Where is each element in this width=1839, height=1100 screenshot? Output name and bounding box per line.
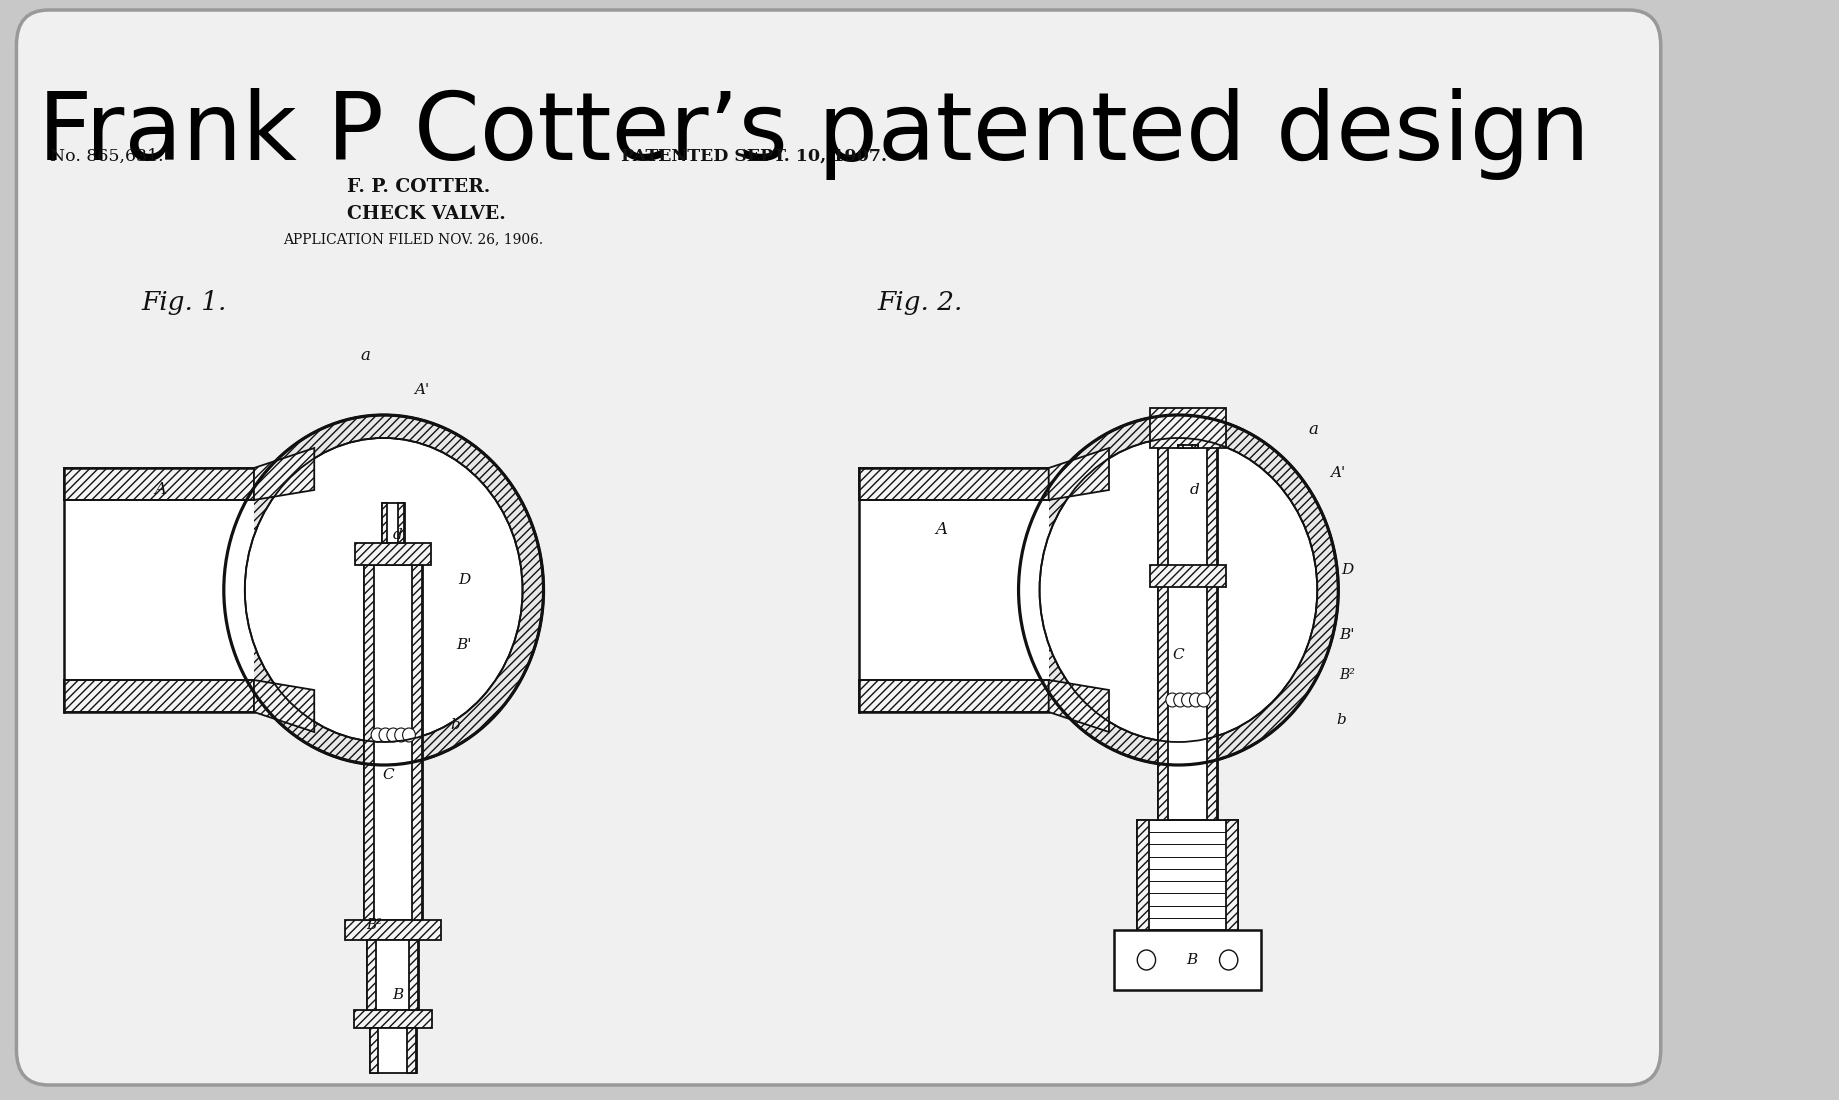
- Circle shape: [1166, 693, 1179, 707]
- Text: No. 865,631.: No. 865,631.: [50, 148, 164, 165]
- Bar: [368, 940, 377, 1010]
- Bar: [1177, 446, 1182, 448]
- Circle shape: [1173, 693, 1186, 707]
- Bar: [859, 468, 1048, 500]
- Bar: [1192, 446, 1197, 448]
- Circle shape: [1197, 693, 1210, 707]
- Polygon shape: [254, 448, 314, 501]
- Text: B: B: [392, 988, 403, 1002]
- Text: APPLICATION FILED NOV. 26, 1906.: APPLICATION FILED NOV. 26, 1906.: [283, 232, 543, 246]
- Bar: [364, 565, 373, 920]
- Circle shape: [1137, 950, 1155, 970]
- Bar: [1159, 446, 1217, 820]
- Bar: [1149, 565, 1227, 587]
- Circle shape: [403, 728, 416, 743]
- Bar: [1177, 446, 1197, 448]
- Circle shape: [224, 415, 544, 764]
- Text: b: b: [451, 718, 460, 732]
- Text: a: a: [360, 346, 370, 363]
- Bar: [1149, 408, 1227, 448]
- Circle shape: [379, 728, 392, 743]
- Text: B': B': [1339, 628, 1355, 642]
- Bar: [370, 1028, 379, 1072]
- Text: PATENTED SEPT. 10, 1907.: PATENTED SEPT. 10, 1907.: [622, 148, 886, 165]
- Bar: [355, 543, 430, 565]
- Bar: [370, 1028, 417, 1072]
- Bar: [364, 565, 423, 920]
- Circle shape: [1039, 438, 1317, 742]
- Bar: [1206, 446, 1217, 820]
- Circle shape: [1182, 693, 1194, 707]
- Text: B: B: [1186, 953, 1197, 967]
- Bar: [64, 680, 254, 712]
- Bar: [410, 940, 419, 1010]
- Text: CHECK VALVE.: CHECK VALVE.: [348, 205, 506, 223]
- Text: Frank P Cotter’s patented design: Frank P Cotter’s patented design: [39, 88, 1591, 180]
- Bar: [1114, 930, 1260, 990]
- Bar: [1137, 820, 1149, 930]
- Text: A': A': [414, 383, 430, 397]
- Circle shape: [371, 728, 384, 743]
- Circle shape: [395, 728, 408, 743]
- Bar: [1227, 820, 1238, 930]
- Bar: [383, 503, 388, 543]
- Text: D: D: [1341, 563, 1354, 578]
- Bar: [859, 680, 1048, 712]
- Bar: [412, 565, 421, 920]
- Polygon shape: [1048, 680, 1109, 732]
- Bar: [368, 940, 419, 1010]
- Bar: [355, 1010, 432, 1028]
- Circle shape: [1019, 415, 1339, 764]
- Text: a: a: [1309, 421, 1319, 439]
- Text: d: d: [1190, 483, 1199, 497]
- Bar: [346, 920, 441, 940]
- Text: C: C: [383, 768, 394, 782]
- Text: D: D: [458, 573, 471, 587]
- Bar: [64, 500, 254, 680]
- FancyBboxPatch shape: [17, 10, 1661, 1085]
- Text: A: A: [934, 521, 947, 539]
- Text: A': A': [1331, 466, 1346, 480]
- Polygon shape: [254, 680, 314, 732]
- Circle shape: [245, 438, 522, 742]
- Text: B': B': [456, 638, 473, 652]
- Bar: [859, 500, 1048, 680]
- Text: F. P. COTTER.: F. P. COTTER.: [348, 178, 491, 196]
- Circle shape: [1219, 950, 1238, 970]
- Bar: [408, 1028, 416, 1072]
- Circle shape: [386, 728, 399, 743]
- Text: C: C: [1173, 648, 1184, 662]
- Polygon shape: [1048, 448, 1109, 501]
- Text: B²: B²: [366, 918, 383, 932]
- Bar: [1137, 820, 1238, 930]
- Text: Fig. 2.: Fig. 2.: [877, 290, 962, 315]
- Bar: [399, 503, 405, 543]
- Bar: [383, 503, 405, 543]
- Text: b: b: [1337, 713, 1346, 727]
- Text: A: A: [154, 482, 166, 498]
- Bar: [1159, 446, 1168, 820]
- Text: d: d: [392, 528, 403, 542]
- Text: Fig. 1.: Fig. 1.: [142, 290, 226, 315]
- Text: B²: B²: [1339, 668, 1355, 682]
- Circle shape: [1190, 693, 1203, 707]
- Bar: [64, 468, 254, 500]
- Bar: [59, 466, 254, 714]
